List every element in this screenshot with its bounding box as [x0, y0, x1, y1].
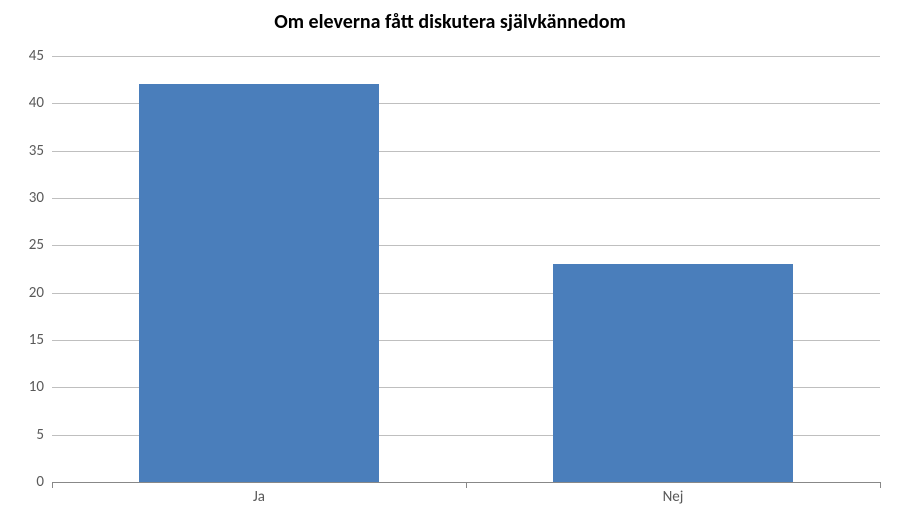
x-tick-label: Nej	[663, 482, 684, 506]
category-separator	[880, 482, 881, 488]
chart-container: Om eleverna fått diskutera självkännedom…	[0, 0, 900, 525]
y-tick-label: 25	[29, 236, 52, 254]
chart-title: Om eleverna fått diskutera självkännedom	[0, 10, 900, 34]
y-tick-label: 40	[29, 94, 52, 112]
category-separator	[52, 482, 53, 488]
gridline	[52, 56, 880, 57]
y-tick-label: 0	[36, 473, 52, 491]
x-tick-label: Ja	[253, 482, 265, 506]
category-separator	[466, 482, 467, 488]
y-tick-label: 30	[29, 189, 52, 207]
y-tick-label: 45	[29, 47, 52, 65]
y-tick-label: 15	[29, 331, 52, 349]
y-tick-label: 5	[36, 426, 52, 444]
y-tick-label: 10	[29, 378, 52, 396]
bar	[139, 84, 379, 482]
y-tick-label: 35	[29, 142, 52, 160]
plot-area: 051015202530354045JaNej	[52, 56, 880, 483]
y-tick-label: 20	[29, 284, 52, 302]
bar	[553, 264, 793, 482]
